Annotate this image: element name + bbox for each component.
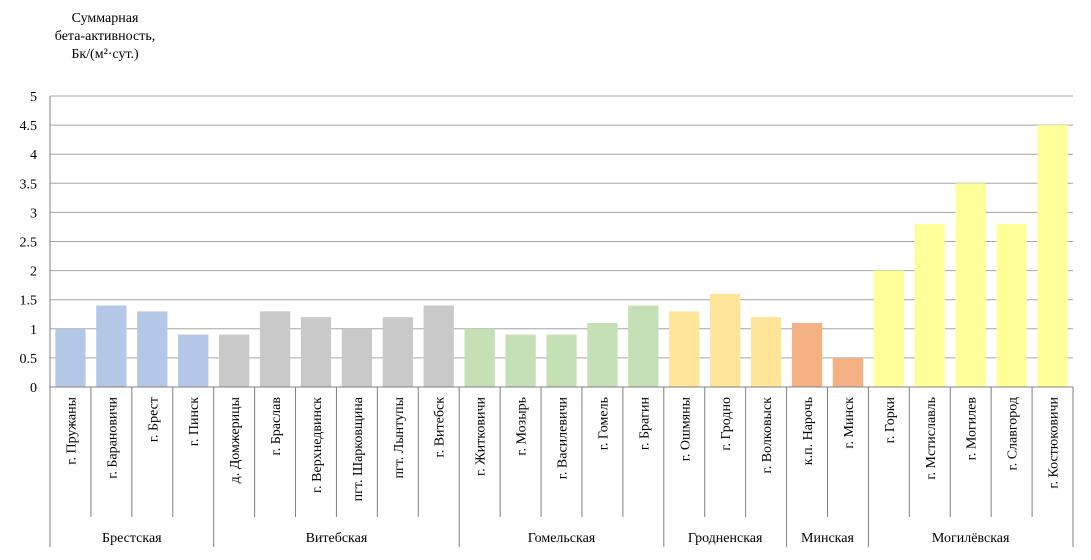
y-tick-label: 3.5 xyxy=(20,177,38,192)
region-label: Минская xyxy=(801,531,854,546)
y-tick-label: 3 xyxy=(30,206,37,221)
y-tick-label: 0.5 xyxy=(20,352,38,367)
x-tick-label: г. Ошмяны xyxy=(678,396,693,461)
y-tick-label: 2.5 xyxy=(20,236,38,251)
bar xyxy=(996,224,1027,387)
axes xyxy=(49,96,1073,388)
bar xyxy=(750,317,782,387)
bar xyxy=(464,328,495,387)
x-tick-label: г. Гомель xyxy=(596,397,611,450)
x-tick-label: г. Могилев xyxy=(965,397,980,461)
x-tick-label: г. Славгород xyxy=(1006,397,1021,470)
bar xyxy=(914,224,945,387)
bar xyxy=(341,328,373,387)
region-label: Гродненская xyxy=(688,531,763,546)
bar xyxy=(96,305,127,387)
region-label: Брестская xyxy=(102,531,162,546)
x-tick-label: пгт. Лынтупы xyxy=(392,396,407,478)
x-tick-label: г. Минск xyxy=(842,397,857,449)
y-tick-label: 1 xyxy=(30,323,37,338)
bar xyxy=(55,328,86,387)
y-tick-label: 4 xyxy=(30,148,37,163)
bar xyxy=(873,270,905,387)
y-tick-label: 2 xyxy=(30,265,37,280)
x-tick-label: г. Барановичи xyxy=(105,397,120,479)
bar xyxy=(178,334,209,387)
bar xyxy=(137,311,168,387)
region-label: Гомельская xyxy=(528,531,596,546)
bar xyxy=(218,334,250,387)
bar xyxy=(423,305,454,387)
x-tick-label: г. Брест xyxy=(146,397,161,442)
bar xyxy=(1037,125,1068,387)
y-tick-label: 1.5 xyxy=(20,294,38,309)
bar xyxy=(710,293,741,387)
bar xyxy=(955,183,986,387)
x-tick-label: г. Витебск xyxy=(433,397,448,458)
x-tick-label: г. Пинск xyxy=(187,397,202,446)
y-axis-label: Суммарная бета-активность, Бк/(м²·сут.) xyxy=(30,10,180,64)
bar xyxy=(587,322,618,387)
bar xyxy=(505,334,536,387)
x-tick-label: г. Браслав xyxy=(269,397,284,456)
bar xyxy=(300,317,332,387)
x-tick-label: г. Мстиславль xyxy=(924,397,939,480)
x-tick-label: г. Горки xyxy=(883,397,898,444)
bar xyxy=(628,305,659,387)
bars xyxy=(55,125,1068,387)
x-tick-label: г. Верхнедвинск xyxy=(310,397,325,493)
y-axis-label-line-3: Бк/(м²·сут.) xyxy=(71,47,139,62)
y-tick-label: 5 xyxy=(30,90,37,105)
y-axis-label-line-2: бета-активность, xyxy=(54,29,156,44)
x-tick-label: д. Домжерицы xyxy=(228,396,243,483)
bar xyxy=(382,317,413,387)
x-tick-label: г. Житковичи xyxy=(474,396,489,476)
x-tick-label: г. Пружаны xyxy=(64,396,79,464)
x-tick-label: г. Брагин xyxy=(637,397,652,451)
x-tick-label: г. Гродно xyxy=(719,397,734,451)
x-tick-label: г. Василевичи xyxy=(556,397,571,480)
y-axis-label-line-1: Суммарная xyxy=(71,11,139,26)
x-tick-label: г. Волковыск xyxy=(760,397,775,474)
region-label: Могилёвская xyxy=(932,531,1010,546)
bar xyxy=(259,311,291,387)
region-groups: Брестская Витебская Гомельская Гродненская М… xyxy=(49,517,1074,547)
y-tick-labels: 0 0.5 1 1.5 2 2.5 3 3.5 4 4.5 5 xyxy=(20,90,38,396)
x-tick-label: пгт. Шарковщина xyxy=(351,396,366,501)
x-category-labels: г. Пружаны г. Барановичи г. Брест г. Пинск д… xyxy=(49,387,1074,517)
x-tick-label: г. Мозырь xyxy=(515,397,530,456)
bar xyxy=(791,322,823,387)
bar xyxy=(832,357,864,387)
x-tick-label: г. Костюковичи xyxy=(1047,396,1062,488)
bar xyxy=(669,311,700,387)
y-tick-label: 4.5 xyxy=(20,119,38,134)
region-label: Витебская xyxy=(306,531,368,546)
y-tick-label: 0 xyxy=(30,381,37,396)
bar xyxy=(546,334,577,387)
x-tick-label: к.п. Нарочь xyxy=(801,397,816,465)
